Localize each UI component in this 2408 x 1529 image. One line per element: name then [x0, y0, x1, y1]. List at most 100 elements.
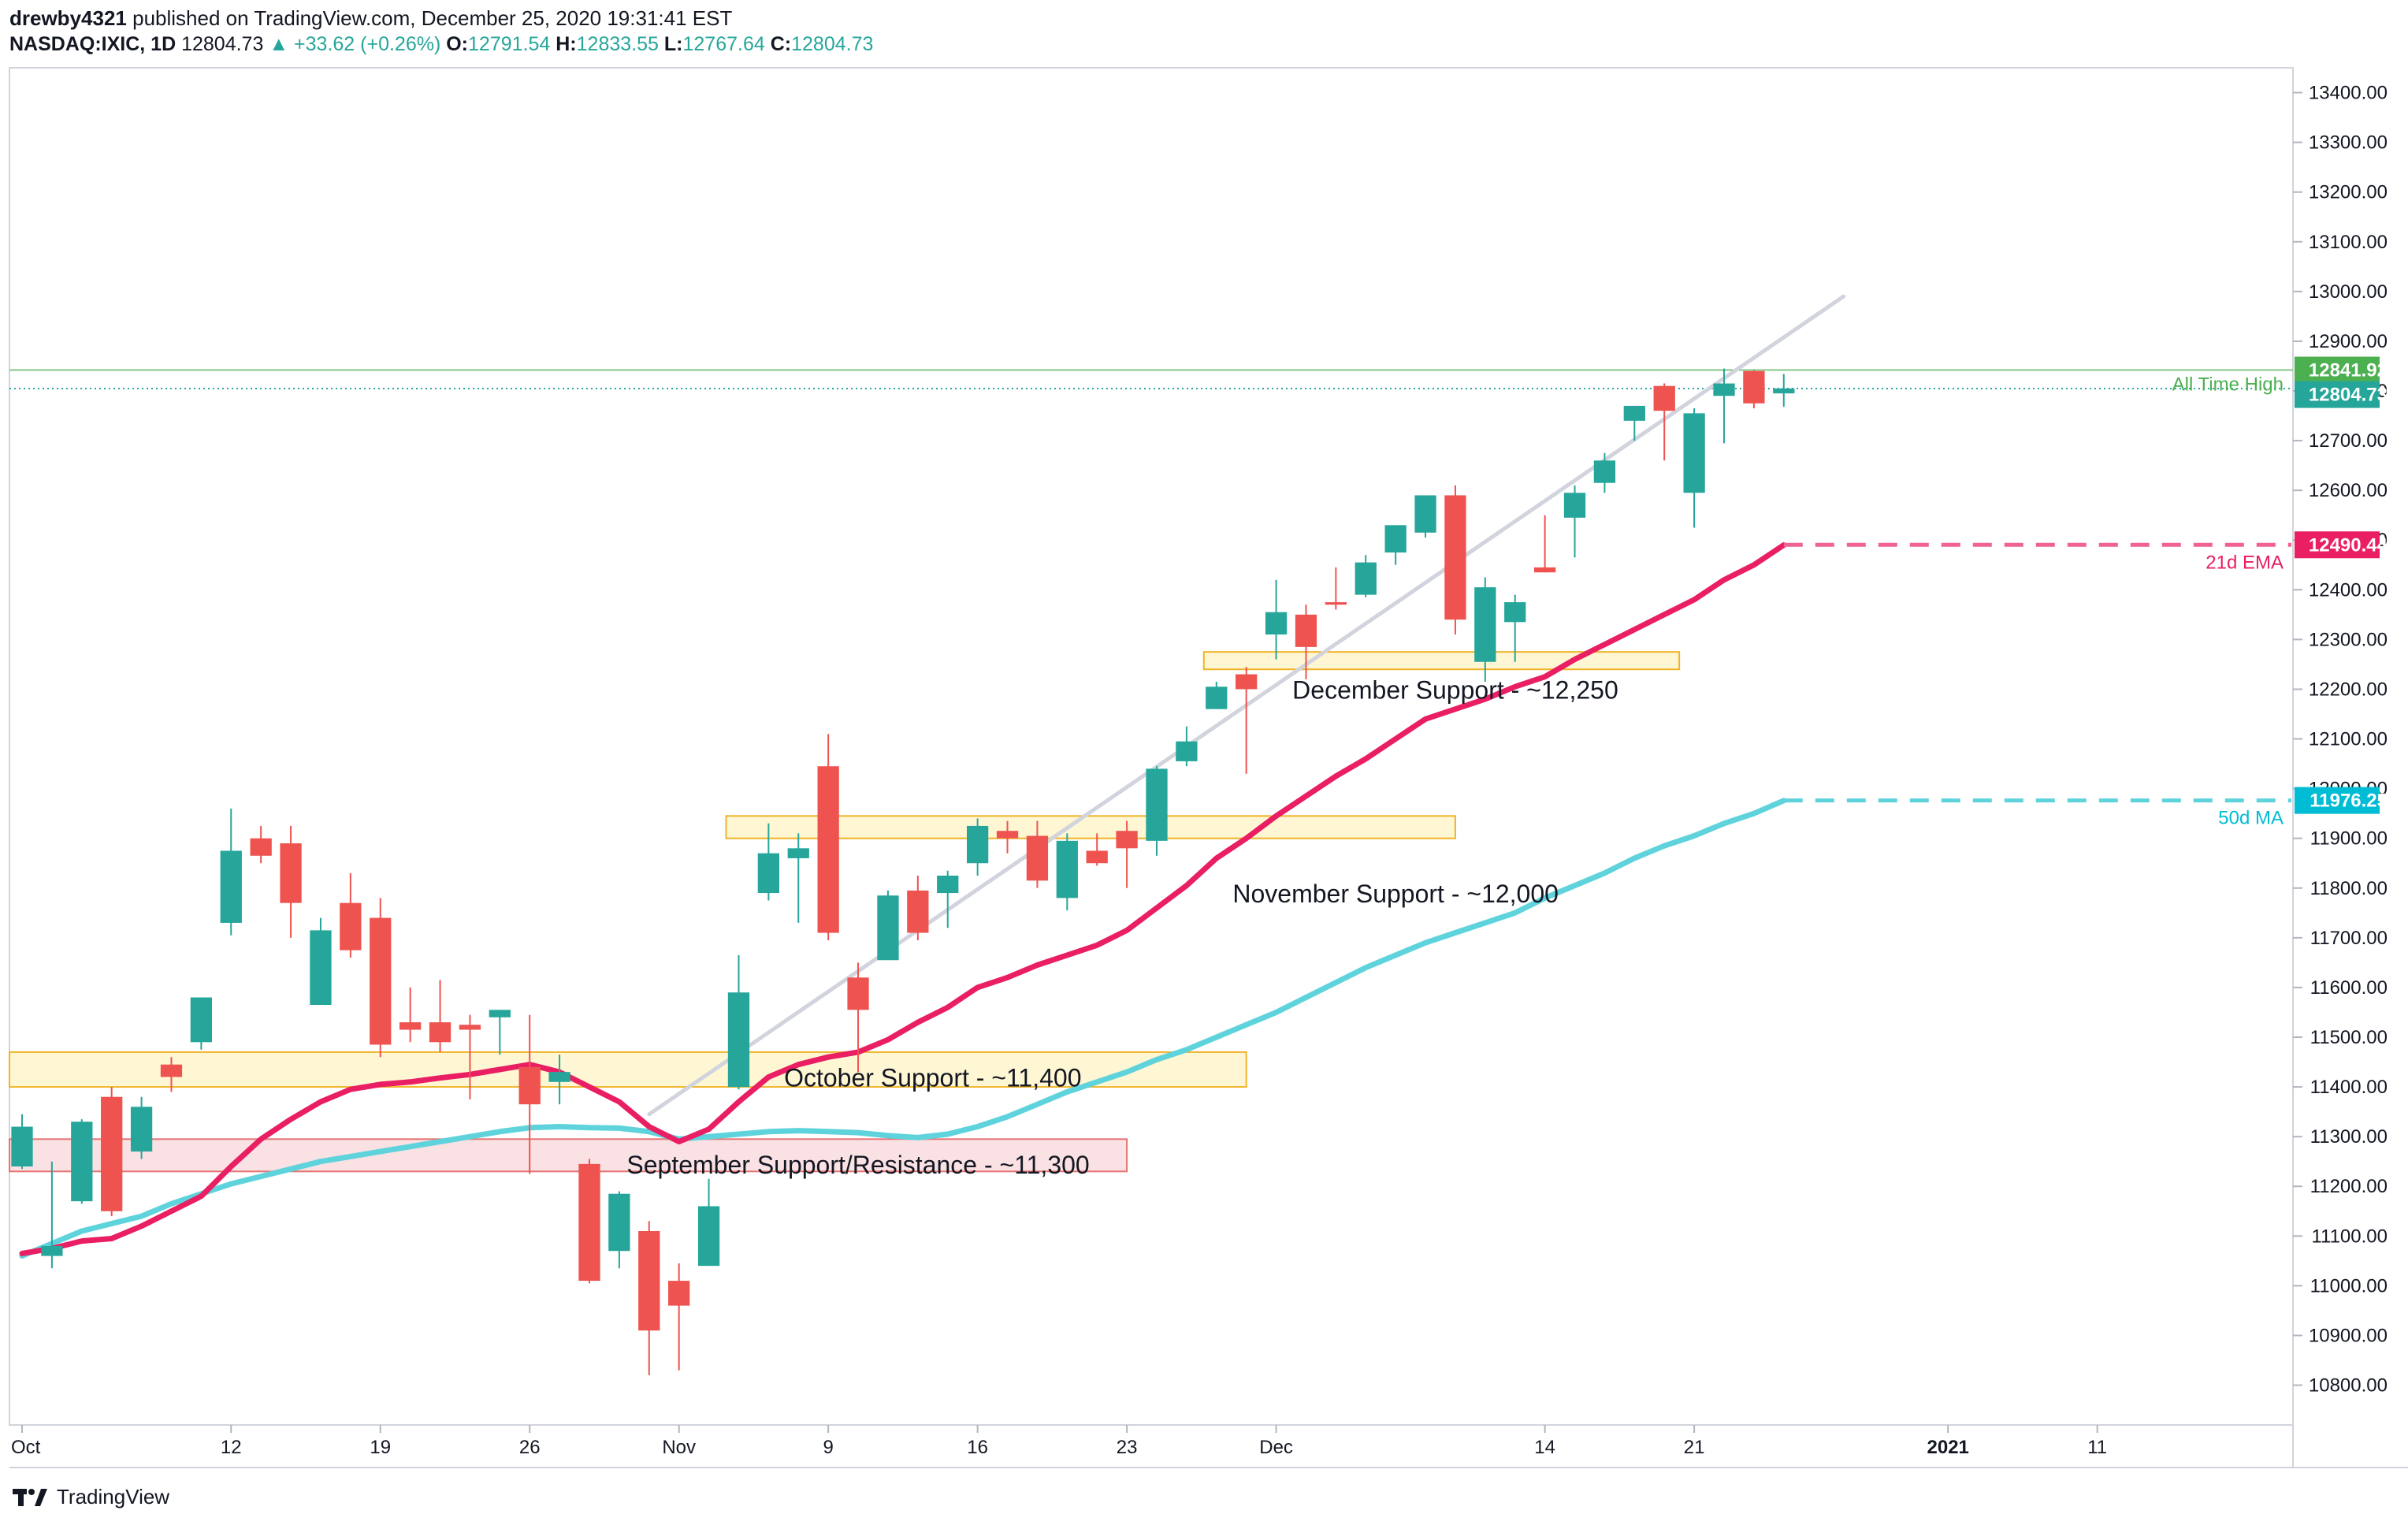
open-label: O:	[446, 33, 469, 55]
y-tick-label: 11100.00	[2311, 1226, 2388, 1247]
candle[interactable]	[101, 1087, 123, 1217]
candle-body	[130, 1107, 153, 1152]
candle[interactable]	[399, 987, 422, 1043]
candle[interactable]	[787, 833, 809, 923]
ma50-label: 50d MA	[2218, 808, 2284, 829]
candle-body	[280, 843, 302, 903]
support-zone-3[interactable]	[1202, 651, 1681, 671]
candle-body	[1743, 370, 1765, 404]
ema21-line[interactable]	[19, 542, 1787, 1256]
candle[interactable]	[41, 1161, 63, 1269]
candle[interactable]	[310, 917, 332, 1005]
y-tick-label: 11200.00	[2310, 1176, 2388, 1197]
candle[interactable]	[548, 1055, 570, 1105]
symbol-name[interactable]: NASDAQ:IXIC, 1D	[9, 33, 177, 55]
candle[interactable]	[160, 1057, 183, 1092]
footer-brand[interactable]: TradingView	[57, 1485, 170, 1509]
y-tick-label: 10800.00	[2309, 1375, 2388, 1397]
candle[interactable]	[1295, 605, 1317, 679]
candle[interactable]	[727, 954, 750, 1090]
candle[interactable]	[340, 872, 362, 958]
candle[interactable]	[668, 1263, 690, 1371]
candle[interactable]	[459, 1014, 481, 1099]
candle[interactable]	[1683, 408, 1705, 528]
candle[interactable]	[817, 734, 839, 940]
candle[interactable]	[907, 876, 929, 940]
y-tick-label: 11700.00	[2310, 928, 2388, 949]
candle[interactable]	[1474, 577, 1496, 682]
candle[interactable]	[1414, 495, 1436, 538]
candle[interactable]	[1444, 485, 1466, 635]
candle-body	[668, 1281, 690, 1306]
candle[interactable]	[877, 890, 899, 961]
candle[interactable]	[1593, 452, 1616, 493]
candle[interactable]	[190, 997, 213, 1050]
candle[interactable]	[1623, 405, 1645, 441]
candle[interactable]	[996, 820, 1019, 854]
plot-area[interactable]	[9, 67, 2294, 1426]
candle[interactable]	[518, 1014, 541, 1174]
candle[interactable]	[220, 808, 242, 936]
candle[interactable]	[1325, 567, 1347, 610]
candle[interactable]	[489, 1010, 511, 1055]
candle[interactable]	[71, 1119, 93, 1204]
candle[interactable]	[1563, 485, 1586, 558]
support-zone-2[interactable]	[725, 815, 1456, 839]
candle[interactable]	[1056, 833, 1078, 911]
candle[interactable]	[1236, 667, 1258, 774]
candle-body	[489, 1010, 511, 1017]
candle[interactable]	[11, 1114, 33, 1170]
candle[interactable]	[847, 962, 869, 1073]
candle-body	[1504, 602, 1526, 623]
candle[interactable]	[966, 818, 989, 876]
candle[interactable]	[130, 1096, 153, 1159]
candle[interactable]	[1146, 766, 1168, 856]
candle[interactable]	[1504, 594, 1526, 662]
candle-body	[727, 992, 750, 1088]
candle[interactable]	[578, 1159, 600, 1284]
y-tick-label: 12100.00	[2309, 729, 2388, 750]
last-price-badge[interactable]: 12804.73	[2295, 381, 2388, 408]
candle[interactable]	[1206, 682, 1228, 709]
candle[interactable]	[1354, 555, 1377, 597]
triangle-up-icon: ▲	[269, 33, 289, 55]
candle[interactable]	[1116, 820, 1138, 888]
candle[interactable]	[638, 1221, 660, 1375]
ma50-line[interactable]	[19, 798, 1787, 1259]
candle-body	[310, 930, 332, 1005]
ath-price-badge[interactable]: 12841.92	[2295, 356, 2388, 384]
candle[interactable]	[280, 825, 302, 938]
candle-body	[1444, 495, 1466, 620]
candle[interactable]	[1026, 820, 1049, 888]
candle[interactable]	[1265, 579, 1288, 660]
tradingview-logo-icon[interactable]	[11, 1486, 49, 1509]
candle[interactable]	[250, 825, 272, 864]
y-tick-label: 11900.00	[2310, 828, 2388, 850]
support-zone-1[interactable]	[9, 1138, 1128, 1173]
support-zone-label-3: December Support - ~12,250	[1292, 675, 1618, 704]
candle[interactable]	[370, 898, 392, 1058]
candle-body	[429, 1022, 452, 1043]
author-name[interactable]: drewby4321	[9, 6, 127, 30]
candle[interactable]	[1773, 374, 1795, 407]
ma50-price-badge[interactable]: 11976.25	[2295, 787, 2388, 814]
support-zone-0[interactable]	[9, 1051, 1247, 1088]
candle[interactable]	[1533, 515, 1556, 573]
candle[interactable]	[1086, 833, 1108, 866]
candle[interactable]	[1384, 525, 1407, 565]
candle-body	[1683, 413, 1705, 493]
candle[interactable]	[608, 1191, 630, 1269]
low-value: 12767.64	[682, 33, 765, 55]
candle[interactable]	[429, 980, 452, 1052]
candle[interactable]	[937, 870, 959, 928]
candle[interactable]	[757, 823, 780, 901]
candle[interactable]	[1743, 370, 1765, 409]
x-tick-label: 19	[370, 1437, 391, 1458]
candle[interactable]	[697, 1178, 720, 1267]
candle[interactable]	[1176, 726, 1198, 767]
ema21-price-badge[interactable]: 12490.44	[2295, 531, 2388, 559]
candle[interactable]	[1713, 368, 1735, 444]
candle-body	[1236, 674, 1258, 690]
candle[interactable]	[1653, 383, 1675, 461]
